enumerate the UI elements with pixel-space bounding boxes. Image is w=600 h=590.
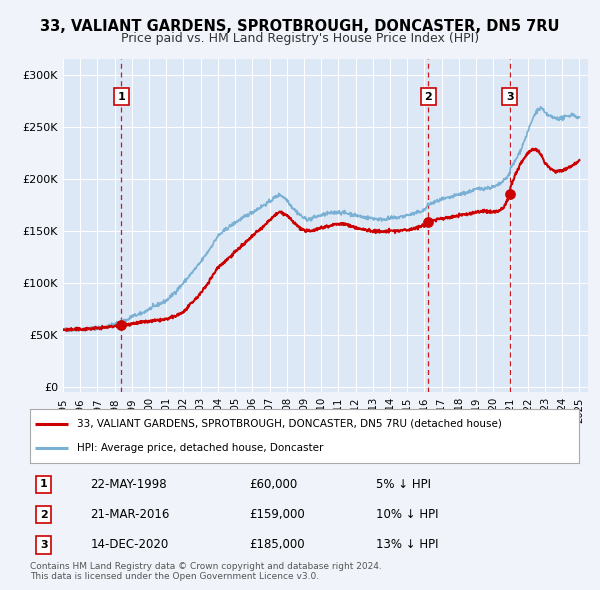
Text: 3: 3 bbox=[506, 91, 514, 101]
Text: 21-MAR-2016: 21-MAR-2016 bbox=[91, 508, 170, 521]
Text: 10% ↓ HPI: 10% ↓ HPI bbox=[376, 508, 439, 521]
Text: £159,000: £159,000 bbox=[250, 508, 305, 521]
Text: £60,000: £60,000 bbox=[250, 478, 298, 491]
Text: 22-MAY-1998: 22-MAY-1998 bbox=[91, 478, 167, 491]
Text: 14-DEC-2020: 14-DEC-2020 bbox=[91, 538, 169, 551]
Text: 33, VALIANT GARDENS, SPROTBROUGH, DONCASTER, DN5 7RU (detached house): 33, VALIANT GARDENS, SPROTBROUGH, DONCAS… bbox=[77, 418, 502, 428]
Text: 2: 2 bbox=[40, 510, 47, 520]
Text: Price paid vs. HM Land Registry's House Price Index (HPI): Price paid vs. HM Land Registry's House … bbox=[121, 32, 479, 45]
Text: 2: 2 bbox=[424, 91, 432, 101]
Point bbox=[424, 217, 433, 226]
Text: HPI: Average price, detached house, Doncaster: HPI: Average price, detached house, Donc… bbox=[77, 444, 323, 454]
Point bbox=[116, 320, 126, 329]
Text: 3: 3 bbox=[40, 540, 47, 550]
Text: 1: 1 bbox=[118, 91, 125, 101]
Text: 5% ↓ HPI: 5% ↓ HPI bbox=[376, 478, 431, 491]
Point bbox=[505, 190, 515, 199]
Text: 33, VALIANT GARDENS, SPROTBROUGH, DONCASTER, DN5 7RU: 33, VALIANT GARDENS, SPROTBROUGH, DONCAS… bbox=[40, 19, 560, 34]
Text: £185,000: £185,000 bbox=[250, 538, 305, 551]
Text: 1: 1 bbox=[40, 480, 47, 489]
Text: 13% ↓ HPI: 13% ↓ HPI bbox=[376, 538, 439, 551]
Text: Contains HM Land Registry data © Crown copyright and database right 2024.
This d: Contains HM Land Registry data © Crown c… bbox=[30, 562, 382, 581]
